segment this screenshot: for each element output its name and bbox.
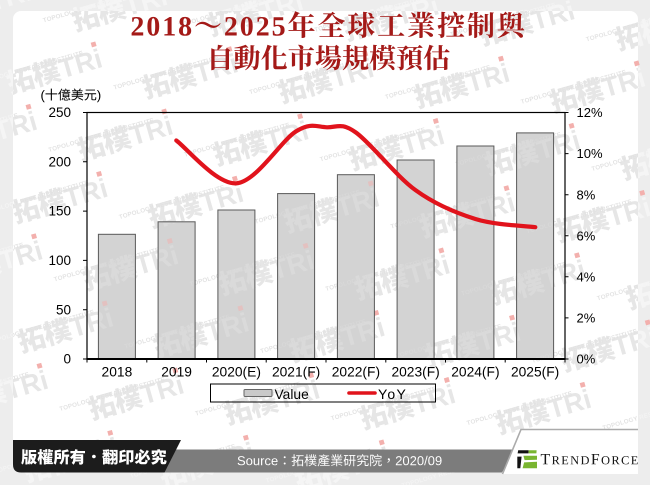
svg-text:Value: Value [275, 387, 310, 402]
svg-text:2025(F): 2025(F) [511, 365, 559, 380]
svg-text:10%: 10% [577, 146, 603, 161]
svg-text:150: 150 [48, 204, 71, 219]
svg-text:2019: 2019 [161, 365, 192, 380]
svg-text:2022(F): 2022(F) [332, 365, 380, 380]
svg-text:12%: 12% [577, 105, 603, 120]
svg-text:2018: 2018 [102, 365, 133, 380]
svg-text:8%: 8% [577, 187, 596, 202]
svg-text:2024(F): 2024(F) [451, 365, 499, 380]
svg-text:100: 100 [48, 253, 71, 268]
svg-text:YoY: YoY [378, 386, 407, 402]
svg-text:2%: 2% [577, 311, 596, 326]
svg-text:0%: 0% [577, 352, 596, 367]
svg-text:50: 50 [56, 302, 71, 317]
svg-text:200: 200 [48, 154, 71, 169]
svg-text:2020(E): 2020(E) [212, 365, 261, 380]
svg-text:250: 250 [48, 105, 71, 120]
svg-text:6%: 6% [577, 228, 596, 243]
svg-text:2023(F): 2023(F) [391, 365, 439, 380]
svg-text:2021(F): 2021(F) [272, 365, 320, 380]
svg-text:4%: 4% [577, 269, 596, 284]
svg-text:0: 0 [63, 352, 71, 367]
